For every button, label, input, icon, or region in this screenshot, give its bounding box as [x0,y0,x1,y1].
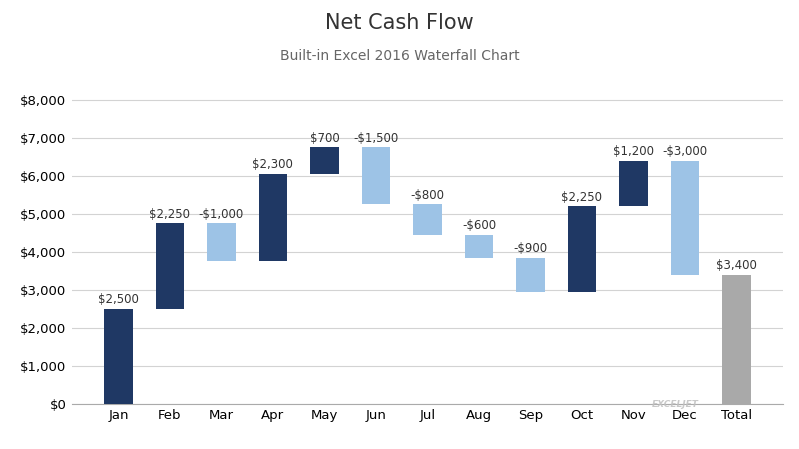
Text: -$3,000: -$3,000 [662,145,708,158]
Bar [207,224,236,261]
Bar [362,147,390,204]
Bar [568,207,596,292]
Bar [156,224,184,309]
Text: -$900: -$900 [514,242,547,255]
Text: EXCELJET: EXCELJET [652,400,698,409]
Bar [465,235,493,258]
Text: $700: $700 [309,132,340,145]
Text: $2,500: $2,500 [98,293,139,306]
Bar [671,161,699,275]
Text: -$1,000: -$1,000 [199,208,244,221]
Bar [619,161,648,207]
Text: Built-in Excel 2016 Waterfall Chart: Built-in Excel 2016 Waterfall Chart [280,49,519,63]
Bar [413,204,442,235]
Text: -$800: -$800 [411,189,444,202]
Bar [310,147,339,174]
Text: $1,200: $1,200 [613,145,654,158]
Text: $2,300: $2,300 [252,158,293,172]
Text: Net Cash Flow: Net Cash Flow [325,13,474,34]
Text: $3,400: $3,400 [716,259,757,272]
Bar [516,258,545,292]
Bar [722,275,751,404]
Text: $2,250: $2,250 [149,208,190,221]
Text: $2,250: $2,250 [562,191,602,204]
Text: -$600: -$600 [462,219,496,232]
Text: -$1,500: -$1,500 [353,132,399,145]
Bar [259,174,287,261]
Bar [104,309,133,404]
